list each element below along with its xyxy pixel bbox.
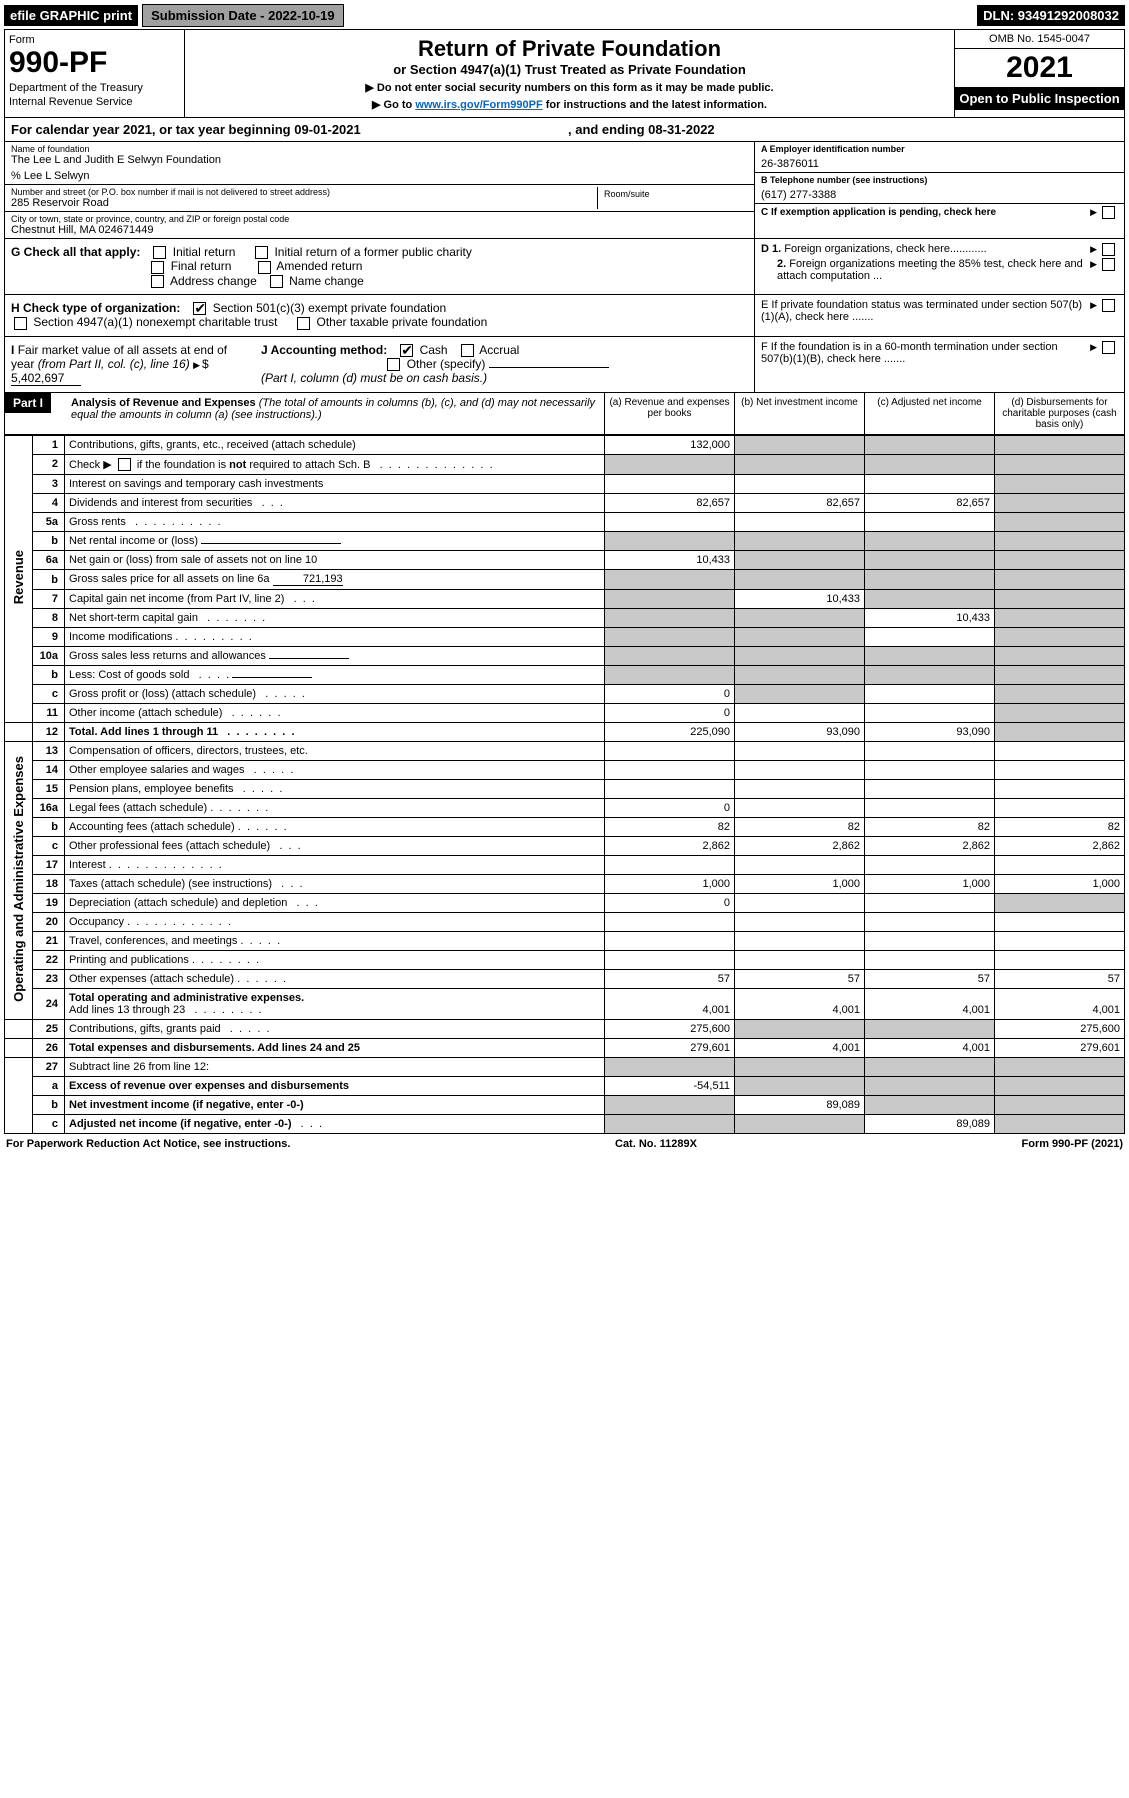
topbar: efile GRAPHIC print Submission Date - 20…	[4, 4, 1125, 27]
j-other-checkbox[interactable]	[387, 358, 400, 371]
c-checkbox[interactable]	[1102, 206, 1115, 219]
part1-table: Revenue 1Contributions, gifts, grants, e…	[4, 435, 1125, 1135]
g-amended-checkbox[interactable]	[258, 261, 271, 274]
j-cash-checkbox[interactable]	[400, 344, 413, 357]
ty-begin: 09-01-2021	[294, 122, 361, 137]
phone-value: (617) 277-3388	[761, 189, 1118, 201]
instr-2: ▶ Go to www.irs.gov/Form990PF for instru…	[193, 98, 946, 111]
ein-value: 26-3876011	[761, 158, 1118, 170]
room-label: Room/suite	[604, 189, 742, 199]
h-4947-checkbox[interactable]	[14, 317, 27, 330]
g-name-checkbox[interactable]	[270, 275, 283, 288]
col-d-header: (d) Disbursements for charitable purpose…	[994, 393, 1124, 434]
footer-catno: Cat. No. 11289X	[615, 1138, 697, 1150]
part1-header-row: Part I Analysis of Revenue and Expenses …	[4, 393, 1125, 435]
ein-label: A Employer identification number	[761, 144, 1118, 154]
part1-badge: Part I	[5, 393, 51, 413]
form-number: 990-PF	[9, 46, 180, 80]
entity-info: Name of foundation The Lee L and Judith …	[4, 142, 1125, 239]
g-final-checkbox[interactable]	[151, 261, 164, 274]
j-accrual-checkbox[interactable]	[461, 344, 474, 357]
d1-checkbox[interactable]	[1102, 243, 1115, 256]
addr-label: Number and street (or P.O. box number if…	[11, 187, 597, 197]
checks-g-row: G Check all that apply: Initial return I…	[4, 239, 1125, 295]
form-subtitle: or Section 4947(a)(1) Trust Treated as P…	[193, 62, 946, 77]
instr-1: ▶ Do not enter social security numbers o…	[193, 81, 946, 94]
form-title: Return of Private Foundation	[193, 36, 946, 62]
f-label: F If the foundation is in a 60-month ter…	[761, 341, 1090, 365]
j-note: (Part I, column (d) must be on cash basi…	[261, 371, 487, 385]
g-label: G Check all that apply:	[11, 245, 140, 259]
part1-title: Analysis of Revenue and Expenses	[71, 397, 256, 409]
city-state-zip: Chestnut Hill, MA 024671449	[11, 224, 748, 236]
col-b-header: (b) Net investment income	[734, 393, 864, 434]
side-expenses: Operating and Administrative Expenses	[11, 756, 26, 1002]
c-label: C If exemption application is pending, c…	[761, 207, 1090, 218]
city-label: City or town, state or province, country…	[11, 214, 748, 224]
g-initial-former-checkbox[interactable]	[255, 246, 268, 259]
sch-b-checkbox[interactable]	[118, 458, 131, 471]
dept-treasury: Department of the Treasury	[9, 82, 180, 94]
form-label: Form	[9, 34, 180, 46]
calendar-year-row: For calendar year 2021, or tax year begi…	[4, 118, 1125, 142]
d2-checkbox[interactable]	[1102, 258, 1115, 271]
dln-badge: DLN: 93491292008032	[977, 5, 1125, 26]
h-label: H Check type of organization:	[11, 301, 180, 315]
footer-paperwork: For Paperwork Reduction Act Notice, see …	[6, 1138, 290, 1150]
e-label: E If private foundation status was termi…	[761, 299, 1090, 323]
footer-form: Form 990-PF (2021)	[1022, 1138, 1123, 1150]
g-initial-checkbox[interactable]	[153, 246, 166, 259]
irs-link[interactable]: www.irs.gov/Form990PF	[415, 99, 542, 111]
street-address: 285 Reservoir Road	[11, 197, 597, 209]
j-label: J Accounting method:	[261, 343, 387, 357]
tax-year: 2021	[955, 49, 1124, 87]
phone-label: B Telephone number (see instructions)	[761, 175, 1118, 185]
f-checkbox[interactable]	[1102, 341, 1115, 354]
dept-irs: Internal Revenue Service	[9, 96, 180, 108]
foundation-name: The Lee L and Judith E Selwyn Foundation	[11, 154, 748, 166]
e-checkbox[interactable]	[1102, 299, 1115, 312]
g-address-checkbox[interactable]	[151, 275, 164, 288]
col-a-header: (a) Revenue and expenses per books	[604, 393, 734, 434]
form-header: Form 990-PF Department of the Treasury I…	[4, 29, 1125, 118]
open-to-public: Open to Public Inspection	[955, 87, 1124, 110]
h-other-taxable-checkbox[interactable]	[297, 317, 310, 330]
col-c-header: (c) Adjusted net income	[864, 393, 994, 434]
h-501c3-checkbox[interactable]	[193, 302, 206, 315]
checks-h-row: H Check type of organization: Section 50…	[4, 295, 1125, 337]
i-value: 5,402,697	[11, 371, 81, 386]
checks-ij-row: I Fair market value of all assets at end…	[4, 337, 1125, 393]
efile-badge: efile GRAPHIC print	[4, 5, 138, 26]
footer: For Paperwork Reduction Act Notice, see …	[4, 1134, 1125, 1154]
submission-date: Submission Date - 2022-10-19	[142, 4, 344, 27]
name-label: Name of foundation	[11, 144, 748, 154]
omb-number: OMB No. 1545-0047	[955, 30, 1124, 49]
ty-end: 08-31-2022	[648, 122, 715, 137]
side-revenue: Revenue	[11, 550, 26, 604]
care-of: % Lee L Selwyn	[11, 170, 748, 182]
